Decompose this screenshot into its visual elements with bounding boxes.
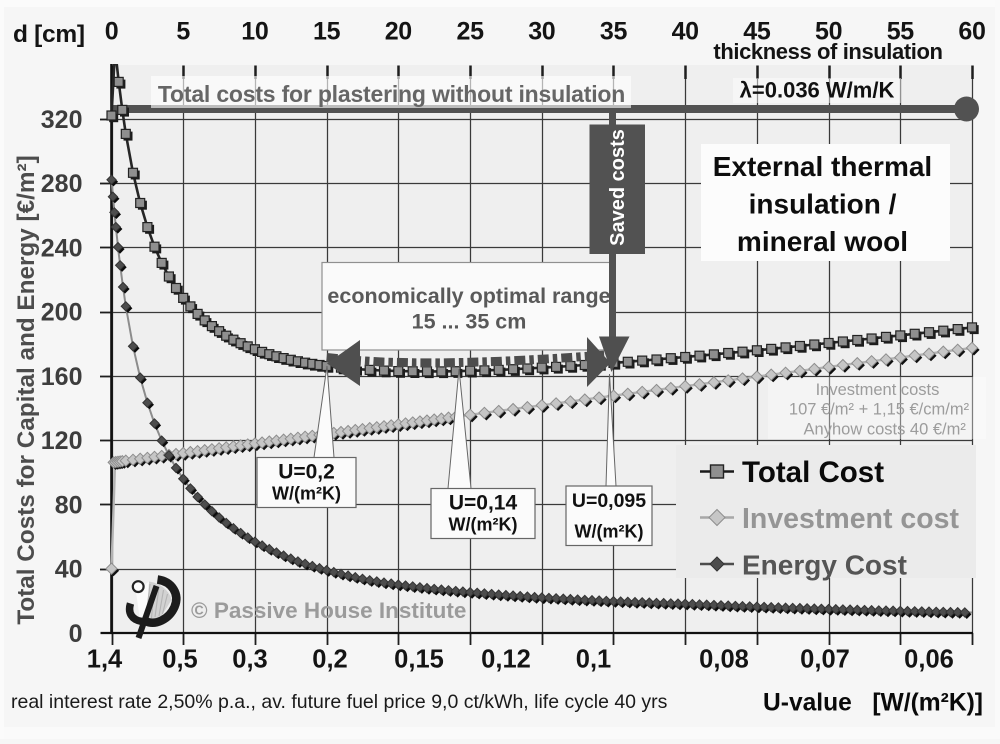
svg-text:45: 45	[743, 18, 771, 46]
svg-text:0,12: 0,12	[481, 646, 531, 674]
svg-text:© Passive House Institute: © Passive House Institute	[191, 598, 466, 623]
svg-text:Total Costs for Capital and En: Total Costs for Capital and Energy [€/m²…	[13, 155, 40, 624]
svg-text:0,08: 0,08	[699, 646, 749, 674]
svg-text:0,15: 0,15	[394, 646, 444, 674]
svg-text:5: 5	[176, 18, 190, 46]
svg-text:real interest rate 2,50% p.a.,: real interest rate 2,50% p.a., av. futur…	[11, 691, 668, 713]
svg-text:economically optimal range: economically optimal range	[327, 284, 610, 308]
svg-text:U-value [W/(m²K)]: U-value [W/(m²K)]	[763, 690, 983, 717]
svg-text:U=0,095: U=0,095	[572, 490, 646, 512]
svg-text:55: 55	[887, 18, 915, 46]
svg-text:mineral wool: mineral wool	[737, 226, 908, 257]
svg-text:80: 80	[55, 491, 83, 519]
svg-text:Energy Cost: Energy Cost	[742, 550, 907, 581]
svg-text:240: 240	[41, 234, 83, 262]
svg-text:0,5: 0,5	[162, 646, 197, 674]
svg-text:Anyhow costs 40 €/m²: Anyhow costs 40 €/m²	[804, 420, 967, 438]
svg-text:External thermal: External thermal	[713, 151, 932, 182]
svg-text:Investment cost: Investment cost	[742, 503, 959, 535]
svg-text:Total Cost: Total Cost	[742, 456, 884, 489]
svg-text:W/(m²K): W/(m²K)	[272, 484, 341, 504]
svg-text:35: 35	[600, 18, 628, 46]
svg-text:120: 120	[41, 427, 83, 455]
svg-text:1,4: 1,4	[87, 646, 123, 674]
svg-text:20: 20	[385, 18, 412, 46]
svg-text:107 €/m² + 1,15 €/cm/m²: 107 €/m² + 1,15 €/cm/m²	[789, 401, 970, 419]
svg-text:0,06: 0,06	[904, 646, 954, 674]
svg-text:d [cm]: d [cm]	[13, 21, 85, 48]
svg-text:U=0,2: U=0,2	[278, 461, 335, 484]
svg-text:0: 0	[69, 620, 83, 648]
svg-text:50: 50	[815, 18, 842, 46]
svg-text:320: 320	[41, 106, 83, 134]
svg-text:0: 0	[105, 18, 119, 46]
svg-text:200: 200	[41, 299, 83, 327]
svg-text:Total costs for plastering wit: Total costs for plastering without insul…	[158, 81, 625, 107]
svg-text:280: 280	[41, 170, 83, 198]
svg-text:λ=0.036 W/m/K: λ=0.036 W/m/K	[740, 78, 895, 103]
svg-text:15: 15	[313, 18, 341, 46]
svg-text:0,1: 0,1	[576, 646, 611, 674]
svg-text:60: 60	[958, 18, 985, 46]
svg-text:40: 40	[55, 556, 83, 584]
svg-text:15 ... 35 cm: 15 ... 35 cm	[412, 310, 527, 334]
svg-text:30: 30	[528, 18, 555, 46]
svg-text:40: 40	[672, 18, 699, 46]
svg-text:10: 10	[241, 18, 268, 46]
svg-text:W/(m²K): W/(m²K)	[575, 522, 644, 542]
svg-text:25: 25	[456, 18, 484, 46]
svg-text:0,3: 0,3	[232, 646, 267, 674]
svg-text:160: 160	[41, 363, 83, 391]
svg-text:thickness of insulation: thickness of insulation	[713, 39, 942, 64]
svg-text:Saved costs: Saved costs	[607, 129, 629, 246]
svg-text:U=0,14: U=0,14	[449, 492, 518, 515]
svg-text:W/(m²K): W/(m²K)	[449, 515, 518, 535]
svg-text:Investment costs: Investment costs	[816, 381, 940, 399]
svg-text:0,2: 0,2	[312, 646, 347, 674]
svg-text:0,07: 0,07	[800, 646, 850, 674]
svg-text:insulation /: insulation /	[749, 189, 897, 220]
